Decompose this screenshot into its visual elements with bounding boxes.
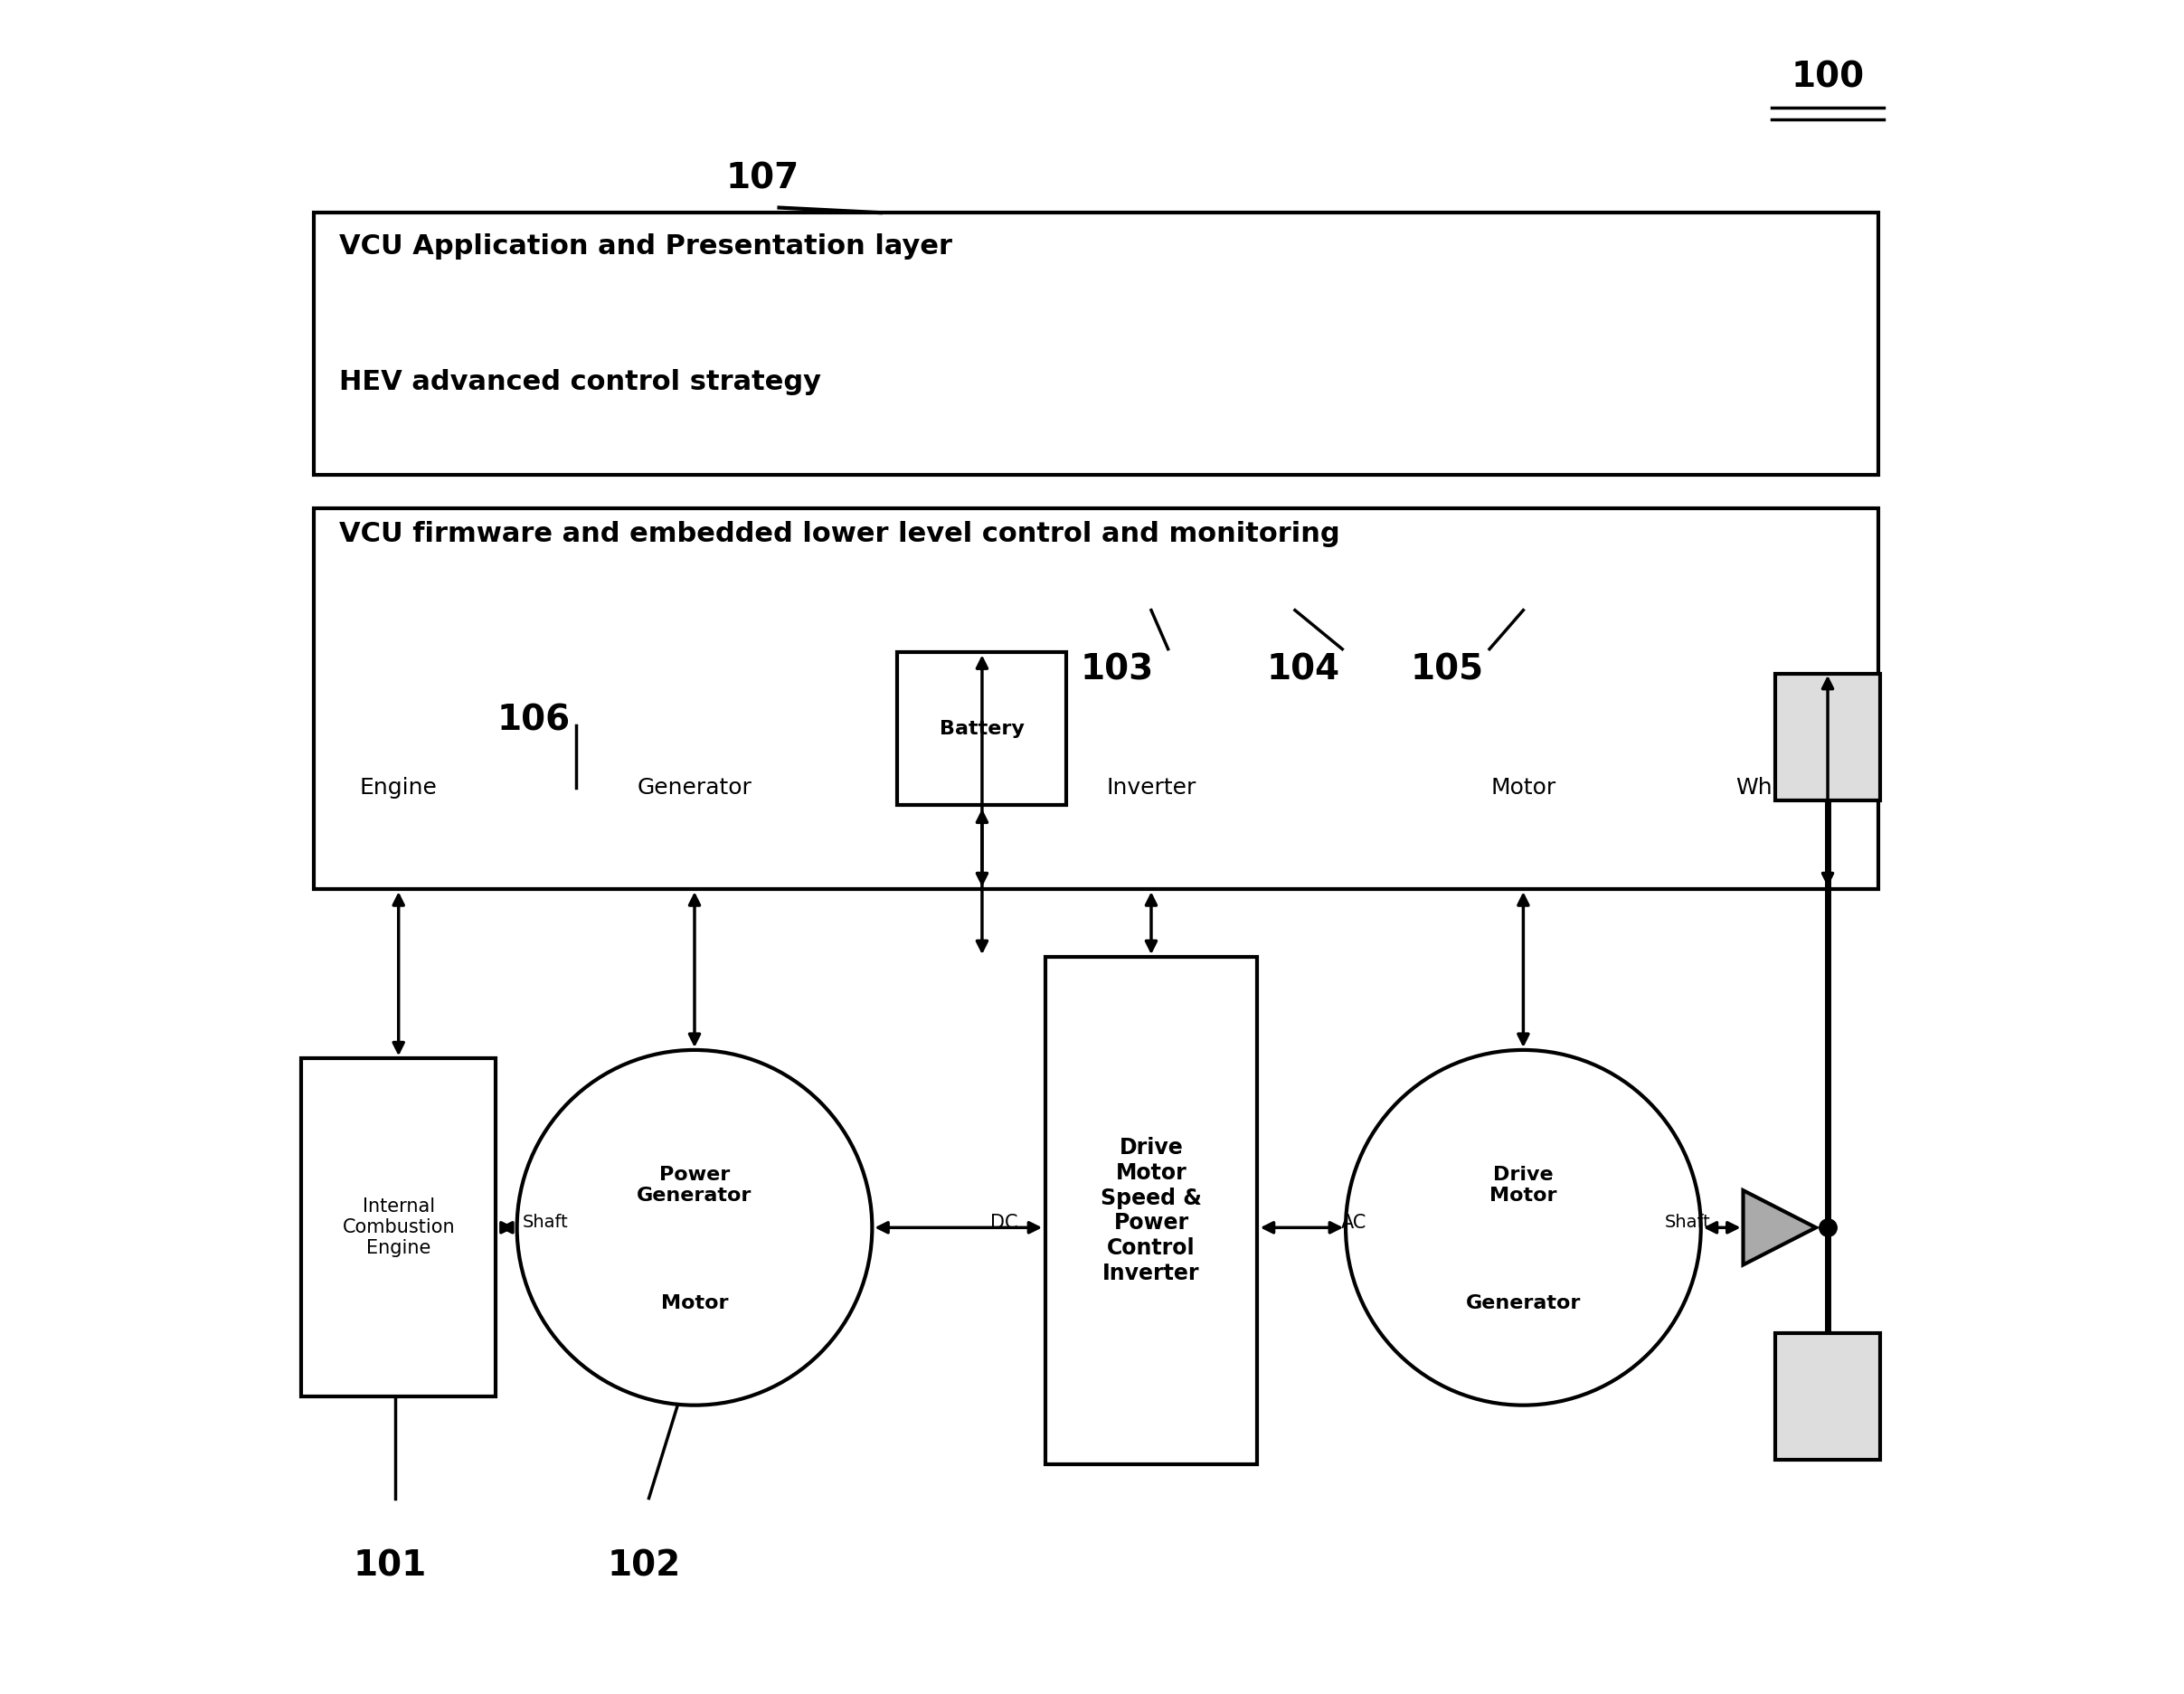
Circle shape <box>518 1050 871 1406</box>
Bar <box>1776 1333 1880 1460</box>
Text: Battery: Battery <box>939 720 1024 737</box>
Bar <box>314 508 1878 889</box>
Bar <box>314 213 1878 474</box>
Text: 107: 107 <box>725 161 799 197</box>
Text: Inverter: Inverter <box>1107 778 1197 798</box>
Text: 106: 106 <box>498 703 570 737</box>
Text: 103: 103 <box>1081 652 1153 686</box>
Text: 102: 102 <box>607 1548 681 1584</box>
Text: HEV advanced control strategy: HEV advanced control strategy <box>339 369 821 395</box>
Text: 105: 105 <box>1411 652 1483 686</box>
Text: Drive
Motor: Drive Motor <box>1489 1165 1557 1204</box>
Text: Power
Generator: Power Generator <box>638 1165 751 1204</box>
Text: Internal
Combustion
Engine: Internal Combustion Engine <box>343 1198 454 1257</box>
Text: AC: AC <box>1341 1213 1367 1232</box>
Text: VCU firmware and embedded lower level control and monitoring: VCU firmware and embedded lower level co… <box>339 522 1341 547</box>
Text: Motor: Motor <box>662 1294 727 1313</box>
Text: DC: DC <box>989 1213 1018 1232</box>
Text: Wheels: Wheels <box>1736 778 1819 798</box>
Text: Engine: Engine <box>360 778 437 798</box>
Text: 104: 104 <box>1267 652 1341 686</box>
Text: Shaft: Shaft <box>522 1215 568 1232</box>
Bar <box>1046 957 1258 1464</box>
Circle shape <box>1345 1050 1701 1406</box>
Text: Drive
Motor
Speed &
Power
Control
Inverter: Drive Motor Speed & Power Control Invert… <box>1101 1137 1201 1284</box>
Text: Storage: Storage <box>937 778 1026 798</box>
Text: Motor: Motor <box>1492 778 1555 798</box>
Text: VCU Application and Presentation layer: VCU Application and Presentation layer <box>339 234 952 259</box>
Text: Generator: Generator <box>638 778 751 798</box>
Text: Generator: Generator <box>1465 1294 1581 1313</box>
Bar <box>301 1059 496 1398</box>
Text: 100: 100 <box>1791 61 1865 95</box>
Bar <box>1776 674 1880 801</box>
Text: Shaft: Shaft <box>1664 1215 1710 1232</box>
Polygon shape <box>1743 1191 1815 1265</box>
Bar <box>898 652 1066 805</box>
Text: 101: 101 <box>354 1548 426 1584</box>
